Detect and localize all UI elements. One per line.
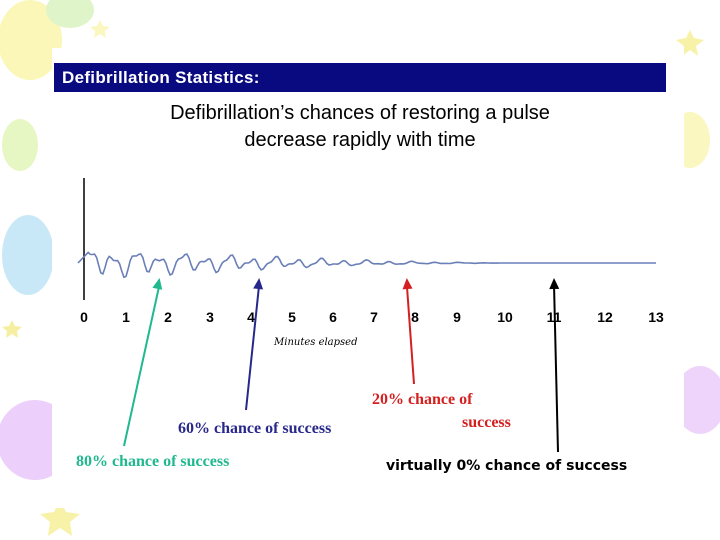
x-tick-label: 3 — [206, 309, 214, 325]
star-decoration — [676, 30, 704, 56]
x-tick-label: 12 — [597, 309, 613, 325]
star-decoration — [90, 20, 110, 38]
arrow-head — [253, 278, 264, 290]
annotation-arrow-a0 — [549, 278, 560, 453]
arrow-shaft — [405, 283, 415, 385]
star-decoration — [40, 500, 80, 536]
balloon-decoration — [2, 119, 38, 171]
balloon-decoration — [46, 0, 94, 28]
chart-title-line-2: decrease rapidly with time — [244, 129, 476, 151]
chart-title-line-1: Defibrillation’s chances of restoring a … — [170, 102, 550, 124]
x-tick-label: 5 — [288, 309, 296, 325]
annotation-arrow-a80 — [123, 278, 163, 447]
annotation-arrow-a20 — [402, 278, 415, 385]
x-tick-label: 9 — [453, 309, 461, 325]
arrow-shaft — [553, 283, 559, 453]
slide-panel — [52, 48, 684, 508]
annotation-0-percent: virtually 0% chance of success — [386, 458, 627, 474]
star-decoration — [2, 320, 22, 338]
arrow-head — [402, 278, 413, 290]
x-axis-label: Minutes elapsed — [273, 337, 358, 348]
x-tick-label: 8 — [411, 309, 419, 325]
arrow-shaft — [245, 283, 261, 411]
x-tick-label: 13 — [648, 309, 664, 325]
ecg-series-line — [77, 251, 656, 279]
annotation-20-percent-line-1: 20% chance of — [372, 391, 473, 408]
balloon-decoration — [0, 0, 62, 80]
annotation-20-percent-line-2: success — [462, 414, 511, 431]
annotation-60-percent: 60% chance of success — [178, 420, 331, 437]
arrow-shaft — [123, 283, 161, 447]
x-tick-label: 6 — [329, 309, 337, 325]
x-tick-label: 2 — [164, 309, 172, 325]
arrow-head — [549, 278, 560, 290]
x-tick-label: 1 — [122, 309, 130, 325]
arrow-head — [152, 278, 163, 290]
slide-header: Defibrillation Statistics: — [54, 63, 666, 92]
x-tick-label: 7 — [370, 309, 378, 325]
x-tick-label: 10 — [497, 309, 513, 325]
chart-title: Defibrillation’s chances of restoring a … — [100, 100, 620, 154]
x-tick-labels: 012345678910111213 — [80, 309, 664, 325]
balloon-decoration — [2, 215, 54, 295]
x-tick-label: 4 — [247, 309, 255, 325]
annotation-80-percent: 80% chance of success — [76, 453, 229, 470]
balloon-decoration — [674, 366, 720, 434]
annotation-arrows — [123, 278, 560, 453]
x-tick-label: 0 — [80, 309, 88, 325]
annotation-arrow-a60 — [245, 278, 264, 411]
